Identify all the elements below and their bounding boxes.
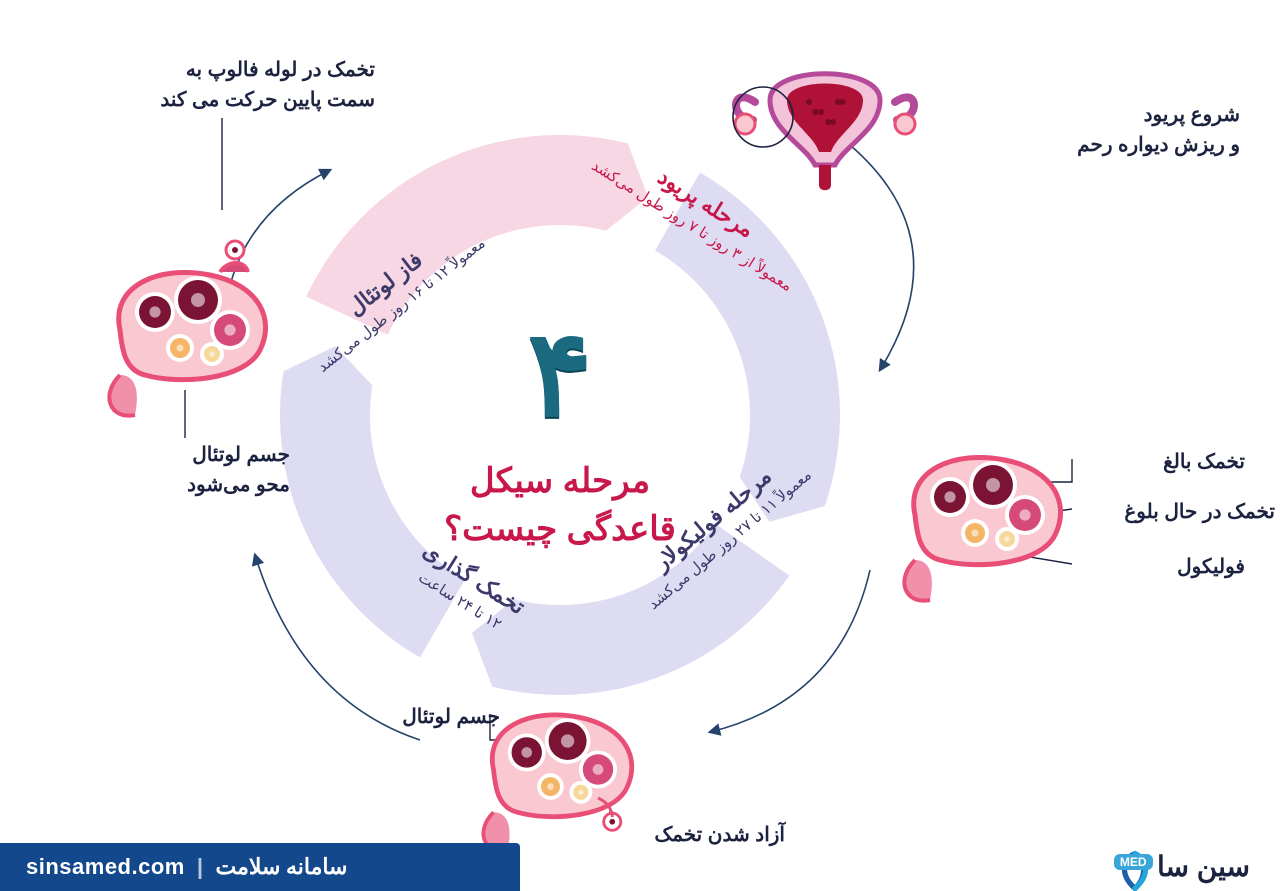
callout-0: شروع پریودو ریزش دیواره رحم (1010, 100, 1240, 160)
callout-line: و ریزش دیواره رحم (1010, 130, 1240, 160)
callout-line: آزاد شدن تخمک (585, 820, 785, 850)
center-line1: مرحله سیکل (420, 458, 700, 506)
callout-line: تخمک بالغ (1075, 447, 1245, 477)
callout-line: محو می‌شود (90, 470, 290, 500)
brand-name: سین سا (1157, 851, 1250, 882)
infographic-stage: ۴ مرحله سیکل قاعدگی چیست؟ مرحله پریودمعم… (0, 0, 1280, 891)
callout-1: تخمک بالغ (1075, 447, 1245, 477)
callout-line: شروع پریود (1010, 100, 1240, 130)
callout-3: فولیکول (1075, 552, 1245, 582)
callout-5: جسم لوتئال (340, 702, 500, 732)
center-number: ۴ (420, 290, 700, 458)
footer-sep: | (197, 854, 204, 880)
footer-tag: سامانه سلامت (216, 854, 348, 880)
footer-url: sinsamed.com (26, 854, 185, 880)
callout-line: جسم لوتئال (90, 440, 290, 470)
footer-bar: sinsamed.com | سامانه سلامت (0, 843, 520, 891)
callout-line: فولیکول (1075, 552, 1245, 582)
callout-4: آزاد شدن تخمک (585, 820, 785, 850)
callout-line: تخمک در لوله فالوپ به (115, 55, 375, 85)
center-title: ۴ مرحله سیکل قاعدگی چیست؟ (420, 290, 700, 553)
callout-7: تخمک در لوله فالوپ بهسمت پایین حرکت می ک… (115, 55, 375, 115)
center-line2: قاعدگی چیست؟ (420, 506, 700, 554)
callout-line: سمت پایین حرکت می کند (115, 85, 375, 115)
callout-line: جسم لوتئال (340, 702, 500, 732)
callout-6: جسم لوتئالمحو می‌شود (90, 440, 290, 500)
callout-line: تخمک در حال بلوغ (1075, 497, 1275, 527)
callout-2: تخمک در حال بلوغ (1075, 497, 1275, 527)
brand-badge: MED (1114, 854, 1153, 870)
brand: سین سا MED (1114, 850, 1250, 883)
